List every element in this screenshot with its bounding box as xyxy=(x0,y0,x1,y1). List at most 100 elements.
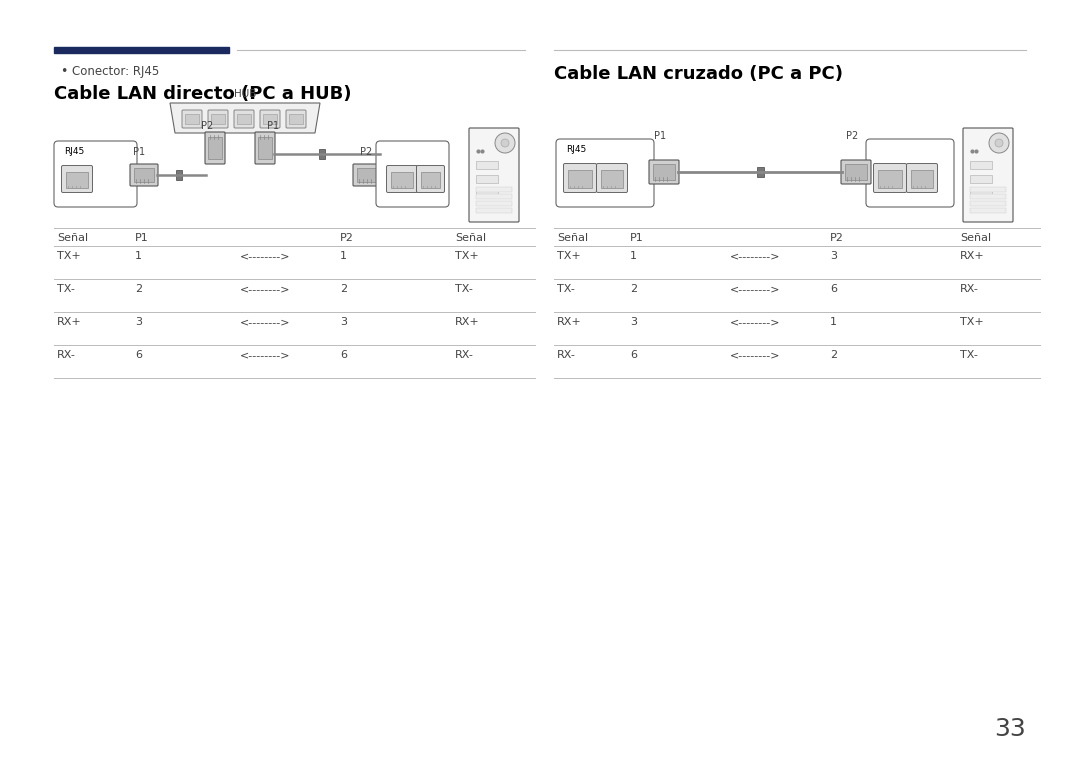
FancyBboxPatch shape xyxy=(874,163,906,192)
Bar xyxy=(357,168,377,182)
FancyBboxPatch shape xyxy=(260,110,280,128)
Bar xyxy=(176,170,183,180)
FancyBboxPatch shape xyxy=(866,139,954,207)
Bar xyxy=(476,175,498,183)
Text: P1: P1 xyxy=(630,233,644,243)
Text: 33: 33 xyxy=(995,717,1026,741)
Text: P2: P2 xyxy=(360,147,373,157)
Text: <-------->: <--------> xyxy=(730,284,781,294)
Text: RX-: RX- xyxy=(57,350,76,360)
Bar xyxy=(208,137,222,159)
Text: RX-: RX- xyxy=(960,284,978,294)
FancyBboxPatch shape xyxy=(469,128,519,222)
Bar xyxy=(970,208,1005,213)
Bar xyxy=(757,167,764,177)
Bar xyxy=(970,194,1005,199)
Text: <-------->: <--------> xyxy=(240,251,291,261)
Text: P2: P2 xyxy=(340,233,354,243)
Bar xyxy=(970,175,993,183)
Text: P1: P1 xyxy=(135,233,149,243)
Bar xyxy=(237,114,251,124)
Bar xyxy=(66,172,87,188)
Text: RX+: RX+ xyxy=(557,317,582,327)
Text: P2: P2 xyxy=(201,121,213,131)
Bar xyxy=(421,172,440,188)
Bar xyxy=(134,168,154,182)
FancyBboxPatch shape xyxy=(963,128,1013,222)
Bar xyxy=(970,189,993,197)
Bar xyxy=(568,170,592,188)
FancyBboxPatch shape xyxy=(906,163,937,192)
Text: Cable LAN cruzado (PC a PC): Cable LAN cruzado (PC a PC) xyxy=(554,65,843,83)
Text: 2: 2 xyxy=(340,284,347,294)
Text: •: • xyxy=(60,65,67,78)
Text: Cable LAN directo (PC a HUB): Cable LAN directo (PC a HUB) xyxy=(54,85,351,103)
Text: Señal: Señal xyxy=(960,233,991,243)
Text: P1: P1 xyxy=(654,131,666,141)
FancyBboxPatch shape xyxy=(596,163,627,192)
Text: 1: 1 xyxy=(135,251,141,261)
Text: 2: 2 xyxy=(135,284,143,294)
Bar xyxy=(970,201,1005,206)
Text: TX-: TX- xyxy=(960,350,977,360)
Text: Señal: Señal xyxy=(57,233,89,243)
FancyBboxPatch shape xyxy=(286,110,306,128)
Text: 1: 1 xyxy=(831,317,837,327)
Text: 6: 6 xyxy=(135,350,141,360)
FancyBboxPatch shape xyxy=(62,166,93,192)
Text: P1: P1 xyxy=(133,147,145,157)
Text: <-------->: <--------> xyxy=(240,350,291,360)
FancyBboxPatch shape xyxy=(841,160,870,184)
Bar xyxy=(476,161,498,169)
Bar xyxy=(264,114,276,124)
FancyBboxPatch shape xyxy=(130,164,158,186)
Bar xyxy=(970,161,993,169)
Text: TX+: TX+ xyxy=(455,251,478,261)
Text: RX-: RX- xyxy=(557,350,576,360)
Text: 2: 2 xyxy=(630,284,637,294)
Text: TX-: TX- xyxy=(57,284,75,294)
Bar xyxy=(476,201,512,206)
Text: Conector: RJ45: Conector: RJ45 xyxy=(72,65,159,78)
FancyBboxPatch shape xyxy=(208,110,228,128)
Bar xyxy=(185,114,199,124)
FancyBboxPatch shape xyxy=(417,166,445,192)
Text: P2: P2 xyxy=(846,131,859,141)
Text: 3: 3 xyxy=(630,317,637,327)
FancyBboxPatch shape xyxy=(183,110,202,128)
Text: <-------->: <--------> xyxy=(240,317,291,327)
Bar xyxy=(391,172,413,188)
Text: 6: 6 xyxy=(831,284,837,294)
Text: TX+: TX+ xyxy=(557,251,581,261)
FancyBboxPatch shape xyxy=(353,164,381,186)
Text: Señal: Señal xyxy=(557,233,589,243)
FancyBboxPatch shape xyxy=(649,160,679,184)
Text: 2: 2 xyxy=(831,350,837,360)
Text: RJ45: RJ45 xyxy=(566,145,586,154)
Bar xyxy=(476,189,498,197)
Circle shape xyxy=(995,139,1003,147)
Text: TX-: TX- xyxy=(557,284,575,294)
Circle shape xyxy=(501,139,509,147)
FancyBboxPatch shape xyxy=(54,141,137,207)
Text: RJ45: RJ45 xyxy=(64,147,84,156)
Bar xyxy=(54,47,229,53)
FancyBboxPatch shape xyxy=(556,139,654,207)
Bar xyxy=(600,170,623,188)
FancyBboxPatch shape xyxy=(564,163,596,192)
Bar xyxy=(912,170,933,188)
Bar xyxy=(476,194,512,199)
FancyBboxPatch shape xyxy=(387,166,418,192)
Bar xyxy=(476,187,512,192)
Text: TX+: TX+ xyxy=(57,251,81,261)
Bar xyxy=(319,149,325,159)
Text: P1: P1 xyxy=(267,121,279,131)
Text: 6: 6 xyxy=(340,350,347,360)
Bar xyxy=(970,187,1005,192)
Text: HUB: HUB xyxy=(233,89,256,99)
Text: <-------->: <--------> xyxy=(240,284,291,294)
Bar xyxy=(653,164,675,180)
Text: 3: 3 xyxy=(831,251,837,261)
Bar xyxy=(845,164,867,180)
Text: 1: 1 xyxy=(340,251,347,261)
